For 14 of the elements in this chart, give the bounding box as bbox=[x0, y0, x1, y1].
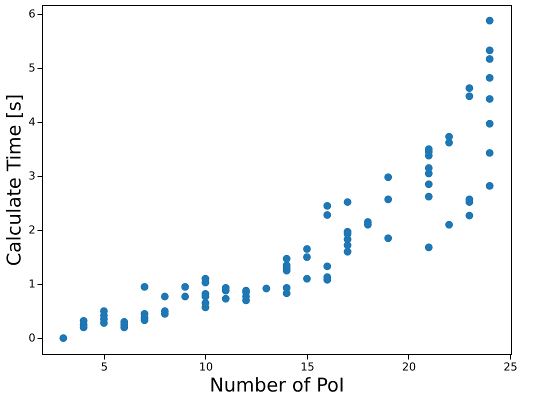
x-tick-label: 5 bbox=[100, 360, 108, 374]
y-tick-label: 2 bbox=[28, 224, 36, 237]
y-tick-label: 3 bbox=[28, 170, 36, 183]
y-tick-label: 0 bbox=[28, 332, 36, 345]
x-tick-label: 25 bbox=[503, 360, 518, 374]
y-tick-label: 5 bbox=[28, 62, 36, 75]
x-tick-label: 15 bbox=[300, 360, 314, 374]
x-tick-label: 10 bbox=[198, 360, 213, 374]
y-tick-label: 6 bbox=[28, 8, 36, 21]
y-tick-label: 1 bbox=[28, 278, 36, 291]
y-tick-label: 4 bbox=[28, 116, 36, 129]
y-axis-title: Calculate Time [s] bbox=[4, 94, 26, 266]
x-axis-title: Number of PoI bbox=[210, 374, 344, 396]
x-tick-label: 20 bbox=[402, 360, 416, 374]
